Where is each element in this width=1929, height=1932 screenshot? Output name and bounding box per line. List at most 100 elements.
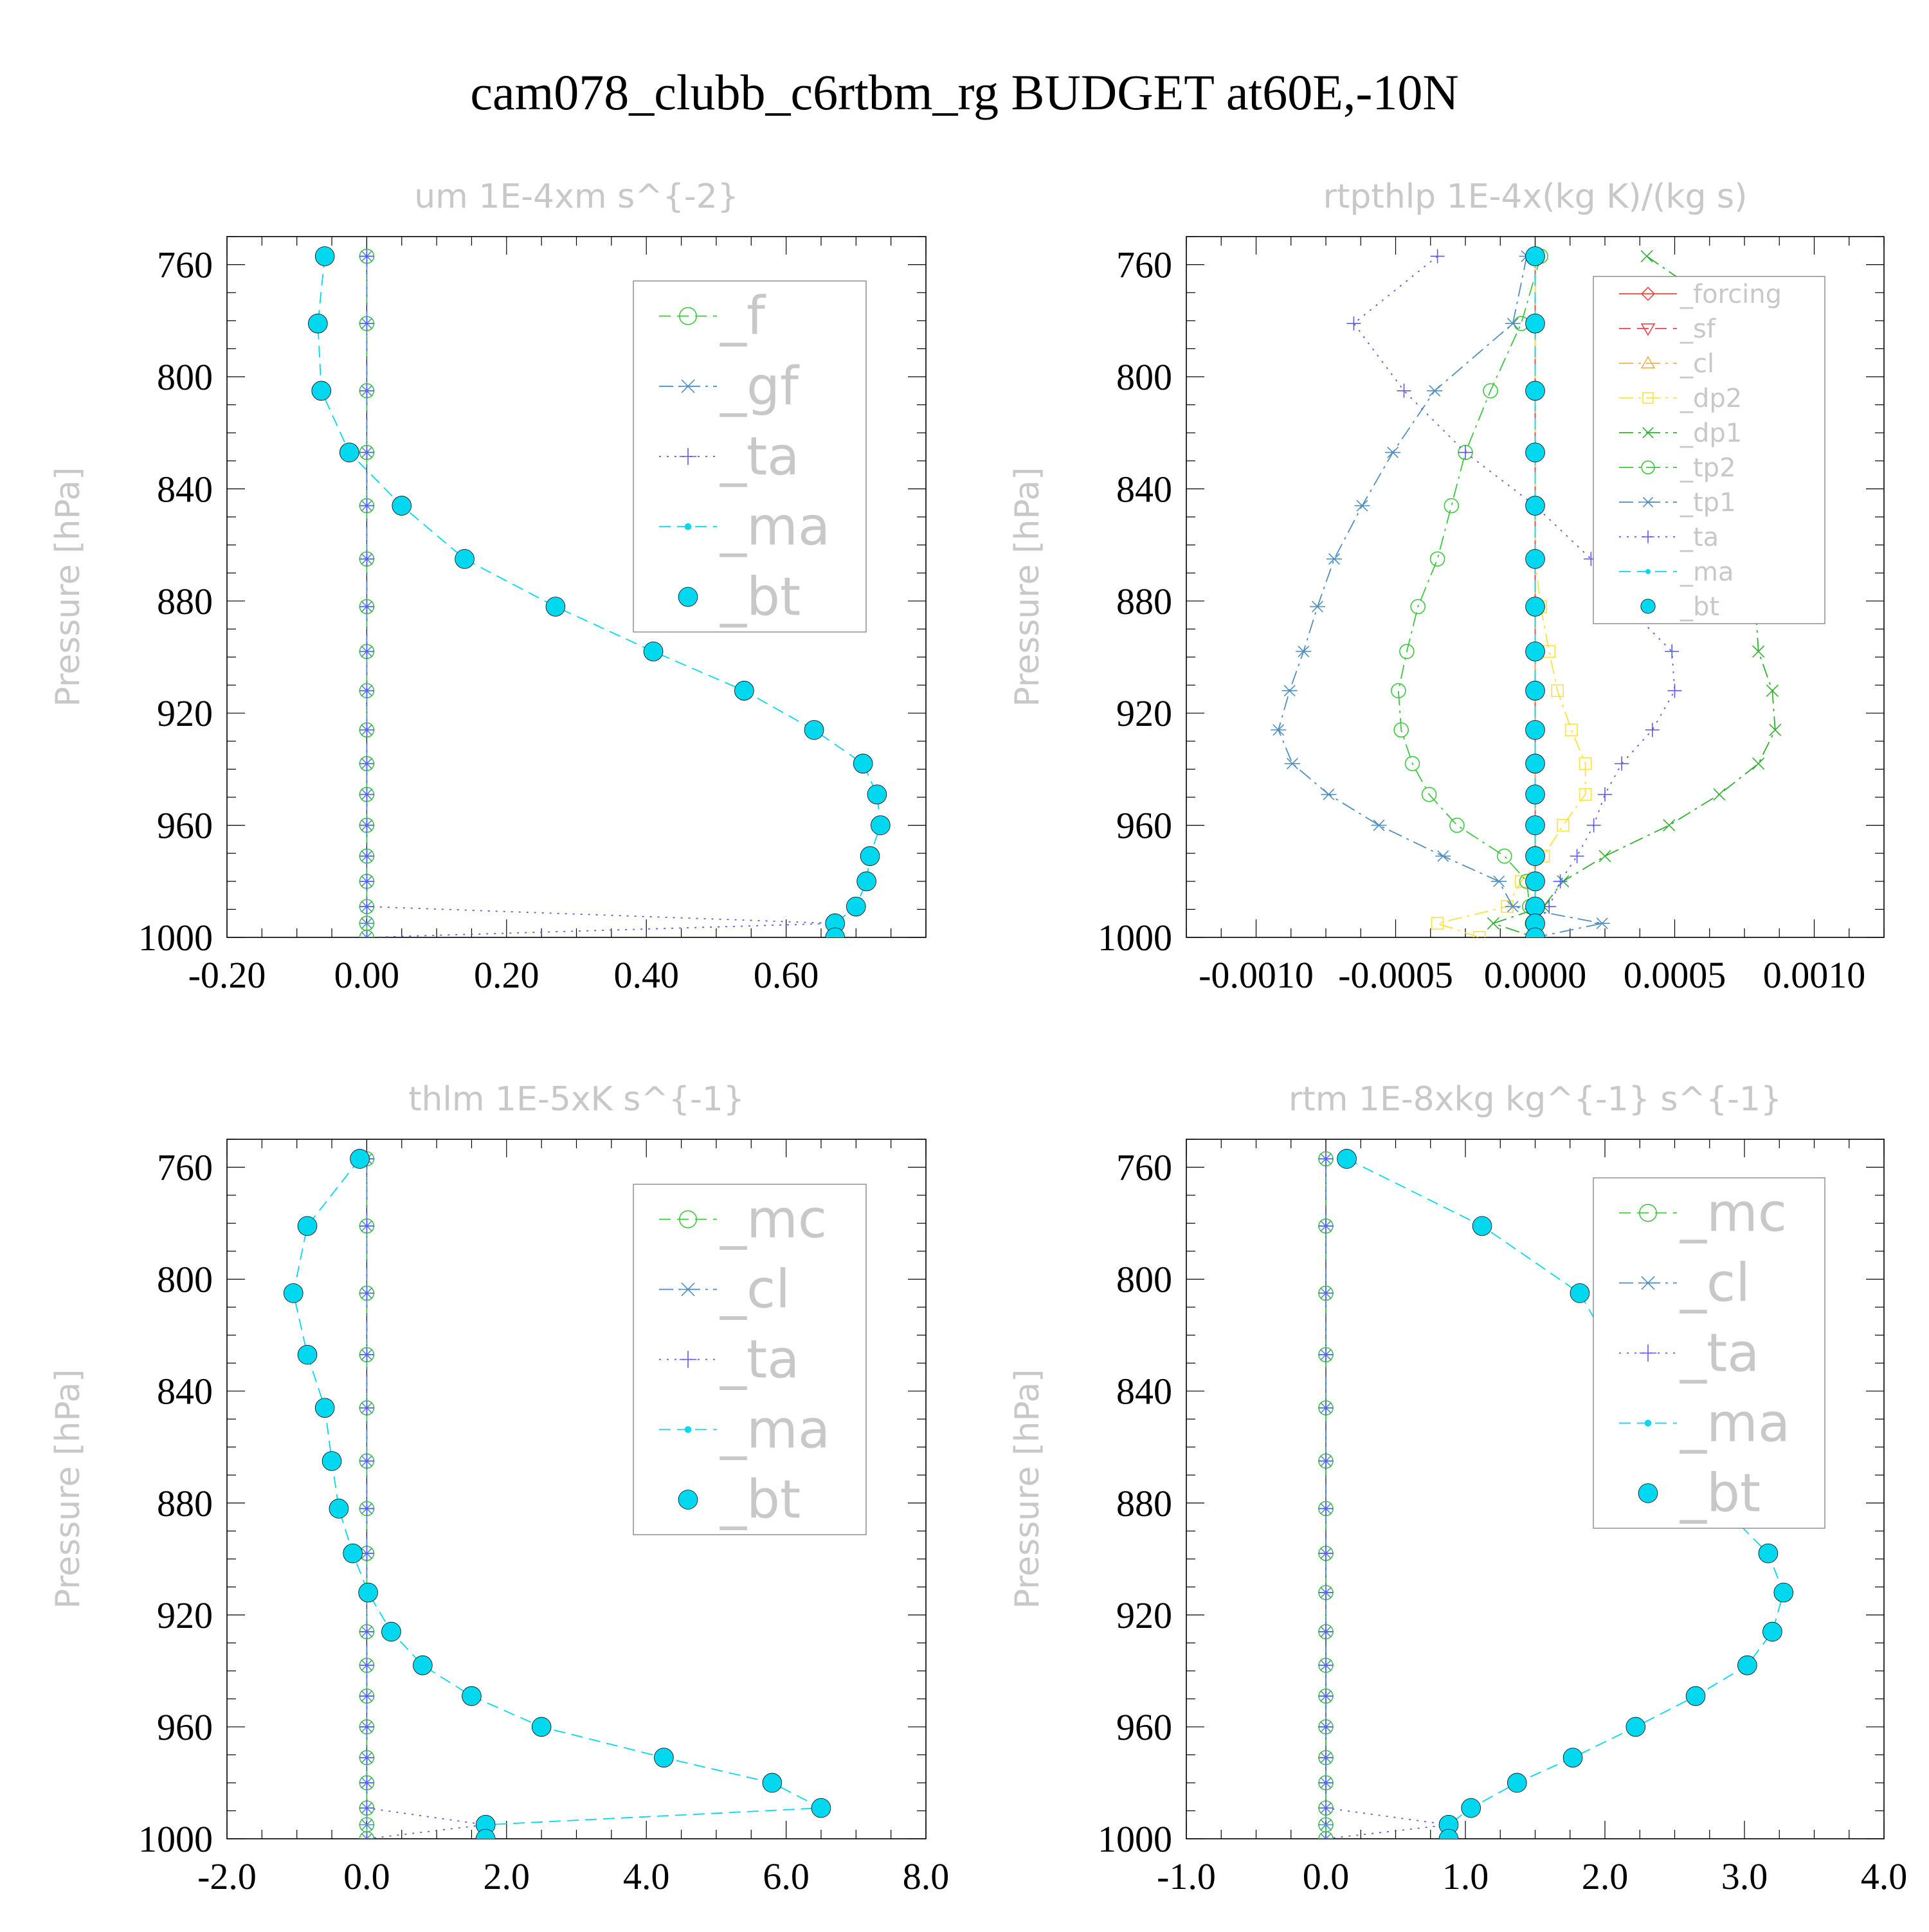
y-tick-label: 960 — [157, 805, 213, 847]
data-point — [1309, 600, 1325, 613]
data-point — [1553, 874, 1568, 889]
legend-label: _bt — [720, 1470, 801, 1531]
data-point — [462, 1686, 482, 1706]
x-tick-label: 0.0005 — [1624, 954, 1726, 996]
data-point — [359, 552, 374, 566]
x-tick-label: 0.0 — [1303, 1855, 1350, 1897]
legend-marker — [1640, 356, 1656, 368]
data-point — [860, 846, 880, 866]
legend-box — [633, 280, 867, 633]
data-point — [1525, 549, 1545, 569]
panel-4: rtm 1E-8xkg kg^{-1} s^{-1} Pressure [hPa]… — [1008, 1080, 1907, 1897]
data-point — [359, 818, 374, 833]
y-tick-label: 760 — [1116, 1147, 1172, 1189]
series-group — [1271, 246, 1807, 937]
data-point — [359, 1689, 374, 1704]
data-point — [1525, 597, 1545, 617]
data-point — [359, 1750, 374, 1765]
legend-marker — [679, 1351, 697, 1368]
y-tick-label: 760 — [157, 1147, 213, 1189]
data-point — [1271, 724, 1287, 736]
data-point — [1626, 1717, 1646, 1737]
y-tick-label: 920 — [157, 1594, 213, 1636]
legend: _mc _cl _ta _ma _bt — [1593, 1177, 1825, 1529]
data-point — [1685, 1686, 1706, 1706]
y-tick-label: 840 — [157, 1371, 213, 1413]
series-line-ta — [366, 1159, 486, 1839]
data-point — [359, 1775, 374, 1790]
panel-title: rtpthlp 1E-4x(kg K)/(kg s) — [1323, 177, 1748, 216]
legend-marker — [1642, 427, 1654, 438]
x-tick-label: 4.0 — [623, 1855, 670, 1897]
data-point — [329, 1499, 349, 1519]
data-point — [1319, 1400, 1333, 1415]
data-point — [1487, 917, 1499, 930]
data-point — [1399, 644, 1415, 660]
data-point — [359, 1801, 374, 1816]
x-tick-label: 0.00 — [334, 954, 400, 996]
legend-label: _ma — [720, 1400, 830, 1461]
y-tick-label: 1000 — [1098, 1818, 1172, 1860]
data-point — [846, 896, 866, 917]
data-point — [1525, 681, 1545, 701]
legend-marker — [1645, 569, 1651, 574]
data-point — [1319, 1624, 1333, 1639]
x-tick-label: 0.40 — [613, 954, 679, 996]
data-point — [1615, 756, 1629, 771]
legend-label: _bt — [1680, 592, 1719, 622]
data-point — [1663, 819, 1676, 832]
y-axis-label: Pressure [hPa] — [49, 467, 87, 707]
data-point — [359, 932, 375, 937]
legend: _f _gf _ta _ma _bt — [633, 280, 867, 633]
data-point — [308, 313, 328, 334]
legend-marker — [1642, 530, 1654, 543]
data-point — [1525, 784, 1545, 804]
data-point — [1404, 755, 1420, 772]
y-tick-label: 1000 — [138, 917, 213, 959]
legend-marker — [1641, 460, 1655, 474]
data-point — [1766, 684, 1779, 697]
data-point — [1449, 817, 1465, 833]
data-point — [1769, 723, 1782, 736]
legend-marker — [684, 1426, 692, 1433]
data-point — [1319, 1151, 1333, 1166]
data-point — [475, 1828, 496, 1839]
legend-marker — [679, 1210, 698, 1229]
data-point — [1319, 1750, 1333, 1765]
data-point — [1525, 246, 1545, 266]
data-point — [1346, 316, 1361, 331]
legend-marker — [1641, 496, 1655, 508]
y-tick-label: 920 — [1116, 692, 1172, 734]
data-point — [1421, 786, 1437, 802]
data-point — [359, 1286, 374, 1301]
data-point — [825, 927, 845, 937]
data-point — [1435, 850, 1451, 862]
data-point — [1319, 1775, 1333, 1790]
data-point — [1525, 815, 1545, 835]
x-tick-label: 4.0 — [1861, 1855, 1908, 1897]
data-point — [1551, 684, 1564, 698]
legend-marker — [1638, 1483, 1658, 1503]
data-point — [1570, 849, 1584, 863]
data-point — [314, 246, 335, 266]
data-point — [1525, 871, 1545, 892]
data-point — [1284, 757, 1300, 770]
legend-marker — [1644, 1420, 1652, 1427]
x-tick-label: 2.0 — [484, 1855, 530, 1897]
legend-marker — [678, 1282, 698, 1297]
data-point — [359, 1501, 374, 1516]
x-tick-label: 2.0 — [1582, 1855, 1629, 1897]
y-axis-label: Pressure [hPa] — [1008, 1369, 1047, 1609]
legend-marker — [1640, 599, 1656, 614]
panel-2: rtpthlp 1E-4x(kg K)/(kg s) Pressure [hPa]… — [1008, 177, 1885, 996]
y-tick-label: 840 — [157, 468, 213, 510]
data-point — [1354, 500, 1370, 512]
data-point — [1505, 901, 1521, 913]
series-group — [308, 246, 891, 937]
data-point — [1598, 787, 1612, 802]
data-point — [311, 381, 332, 401]
data-point — [1525, 720, 1545, 740]
data-point — [297, 1216, 318, 1236]
series-line-tp1 — [1278, 256, 1602, 937]
data-point — [871, 815, 891, 835]
